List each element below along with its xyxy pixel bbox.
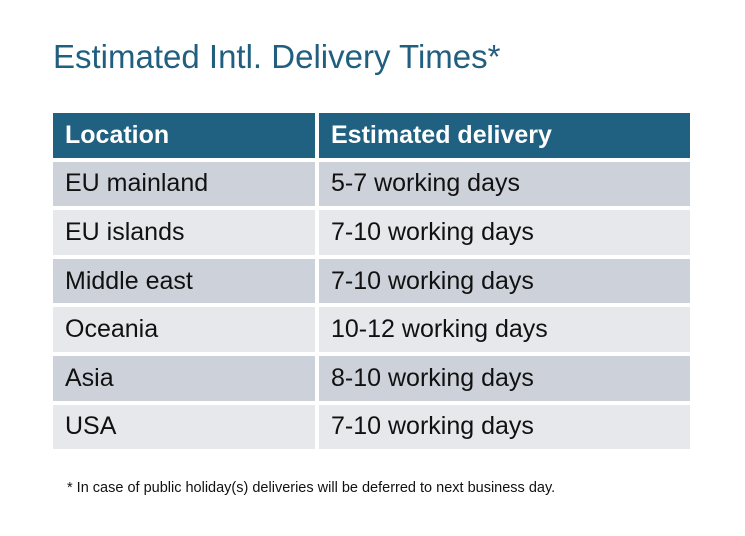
location-cell: EU islands xyxy=(53,210,315,255)
table-row: EU mainland 5-7 working days xyxy=(53,161,690,207)
delivery-table: Location Estimated delivery EU mainland … xyxy=(53,113,690,453)
location-cell: Oceania xyxy=(53,307,315,352)
table-row: USA 7-10 working days xyxy=(53,404,690,450)
delivery-cell: 7-10 working days xyxy=(319,404,690,450)
delivery-cell: 10-12 working days xyxy=(319,307,690,352)
location-cell: Asia xyxy=(53,355,315,401)
location-cell: EU mainland xyxy=(53,161,315,207)
header-estimated-delivery: Estimated delivery xyxy=(319,113,690,158)
footnote: * In case of public holiday(s) deliverie… xyxy=(67,480,556,496)
table-header: Location Estimated delivery xyxy=(53,113,690,158)
location-cell: USA xyxy=(53,404,315,450)
location-cell: Middle east xyxy=(53,258,315,304)
table-row: Oceania 10-12 working days xyxy=(53,307,690,352)
table-row: EU islands 7-10 working days xyxy=(53,210,690,255)
delivery-cell: 7-10 working days xyxy=(319,258,690,304)
page-title: Estimated Intl. Delivery Times* xyxy=(53,38,501,75)
header-location: Location xyxy=(53,113,315,158)
delivery-cell: 7-10 working days xyxy=(319,210,690,255)
delivery-cell: 5-7 working days xyxy=(319,161,690,207)
delivery-cell: 8-10 working days xyxy=(319,355,690,401)
table-row: Middle east 7-10 working days xyxy=(53,258,690,304)
table-row: Asia 8-10 working days xyxy=(53,355,690,401)
